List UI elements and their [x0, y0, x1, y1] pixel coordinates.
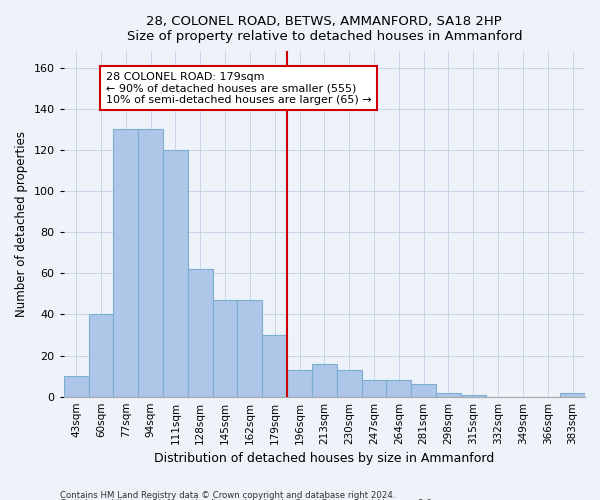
- Text: 28 COLONEL ROAD: 179sqm
← 90% of detached houses are smaller (555)
10% of semi-d: 28 COLONEL ROAD: 179sqm ← 90% of detache…: [106, 72, 371, 105]
- Bar: [188, 269, 212, 396]
- Bar: [89, 314, 113, 396]
- X-axis label: Distribution of detached houses by size in Ammanford: Distribution of detached houses by size …: [154, 452, 494, 465]
- Bar: [163, 150, 188, 396]
- Title: 28, COLONEL ROAD, BETWS, AMMANFORD, SA18 2HP
Size of property relative to detach: 28, COLONEL ROAD, BETWS, AMMANFORD, SA18…: [127, 15, 522, 43]
- Bar: [64, 376, 89, 396]
- Bar: [212, 300, 238, 396]
- Text: Contains HM Land Registry data © Crown copyright and database right 2024.: Contains HM Land Registry data © Crown c…: [60, 490, 395, 500]
- Bar: [287, 370, 312, 396]
- Bar: [312, 364, 337, 396]
- Bar: [262, 335, 287, 396]
- Bar: [362, 380, 386, 396]
- Bar: [436, 392, 461, 396]
- Bar: [113, 130, 138, 396]
- Bar: [411, 384, 436, 396]
- Bar: [138, 130, 163, 396]
- Bar: [386, 380, 411, 396]
- Bar: [560, 392, 585, 396]
- Y-axis label: Number of detached properties: Number of detached properties: [15, 131, 28, 317]
- Bar: [238, 300, 262, 396]
- Bar: [337, 370, 362, 396]
- Bar: [461, 394, 486, 396]
